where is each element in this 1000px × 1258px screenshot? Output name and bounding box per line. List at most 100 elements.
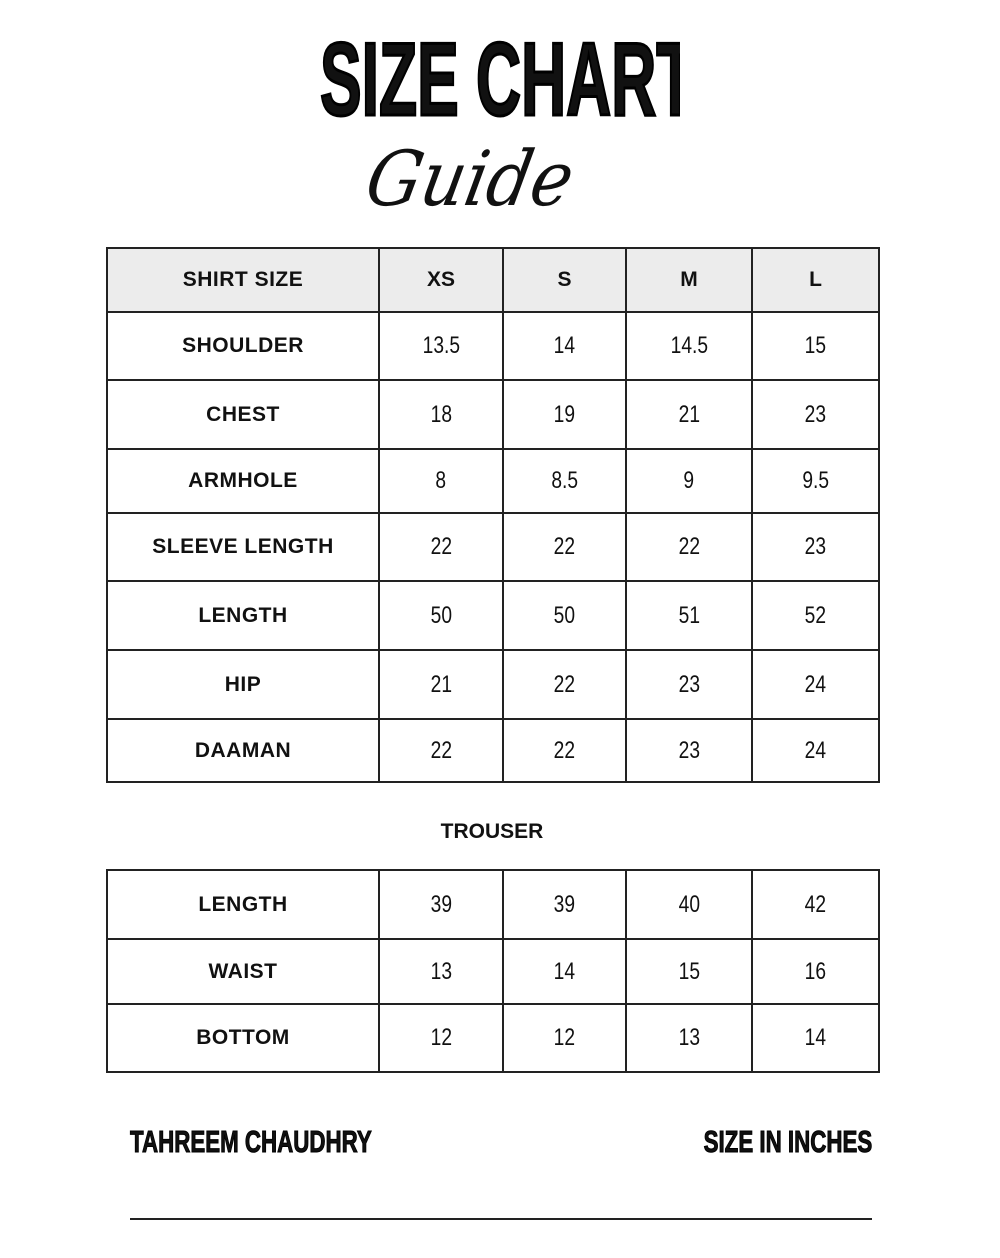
table-cell: 22 [502,718,627,783]
page-title: SIZE CHART [320,30,680,130]
table-cell: 39 [378,869,504,940]
table-cell: 23 [751,379,880,450]
table-cell: 14 [502,938,627,1005]
table-cell: 22 [625,512,753,582]
footer-divider [130,1218,872,1220]
measurement-value: 8.5 [551,467,578,494]
table-cell: 21 [378,649,504,720]
table-cell: 50 [378,580,504,651]
table-cell: 14.5 [625,311,753,381]
measurement-value: 13 [430,957,452,985]
measurement-value: 8 [435,467,447,494]
table-cell: 51 [625,580,753,651]
table-header-row: SHIRT SIZE XS S M L [106,247,880,313]
row-label: HIP [106,649,380,720]
table-cell: 24 [751,649,880,720]
measurement-value: 23 [804,533,827,560]
trouser-section-title: TROUSER [440,820,544,843]
table-cell: 9 [625,448,753,514]
table-cell: 22 [378,718,504,783]
measurement-value: 22 [430,736,452,764]
table-cell: 13 [625,1003,753,1073]
table-cell: 52 [751,580,880,651]
table-cell: 14 [751,1003,880,1073]
row-label: SLEEVE LENGTH [106,512,380,582]
table-cell: 23 [751,512,880,582]
measurement-value: 12 [553,1024,576,1051]
table-cell: 16 [751,938,880,1005]
column-header: L [751,247,880,313]
table-row: LENGTH 50 50 51 52 [106,580,880,651]
measurement-value: 14 [553,957,576,985]
table-cell: 8.5 [502,448,627,514]
measurement-value: 42 [804,890,827,918]
title-block: SIZE CHART [200,30,800,130]
table-cell: 18 [378,379,504,450]
table-row: DAAMAN 22 22 23 24 [106,718,880,783]
measurement-value: 51 [678,601,700,629]
table-row: LENGTH 39 39 40 42 [106,869,880,940]
table-cell: 22 [502,649,627,720]
table-cell: 14 [502,311,627,381]
table-cell: 15 [751,311,880,381]
measurement-value: 24 [804,670,827,698]
table-row: SHOULDER 13.5 14 14.5 15 [106,311,880,381]
measurement-value: 50 [553,601,576,629]
table-cell: 22 [502,512,627,582]
measurement-value: 50 [430,601,452,629]
table-row: HIP 21 22 23 24 [106,649,880,720]
measurement-value: 12 [430,1024,452,1051]
row-label: WAIST [106,938,380,1005]
unit-note: SIZE IN INCHES [703,1124,872,1160]
table-cell: 19 [502,379,627,450]
measurement-value: 39 [553,890,576,918]
measurement-value: 23 [678,736,700,764]
measurement-value: 52 [804,601,827,629]
measurement-value: 24 [804,736,827,764]
measurement-value: 22 [430,533,452,560]
measurement-value: 22 [553,533,576,560]
measurement-value: 22 [553,670,576,698]
row-label: DAAMAN [106,718,380,783]
measurement-value: 23 [678,670,700,698]
measurement-value: 22 [678,533,700,560]
row-label: CHEST [106,379,380,450]
table-cell: 13.5 [378,311,504,381]
table-row: BOTTOM 12 12 13 14 [106,1003,880,1073]
measurement-value: 39 [430,890,452,918]
table-cell: 23 [625,718,753,783]
table-cell: 39 [502,869,627,940]
table-cell: 50 [502,580,627,651]
table-cell: 9.5 [751,448,880,514]
measurement-value: 16 [804,957,827,985]
measurement-value: 40 [678,890,700,918]
row-label: ARMHOLE [106,448,380,514]
measurement-value: 21 [678,400,700,428]
measurement-value: 14 [804,1024,827,1051]
column-header: S [502,247,627,313]
column-header: SHIRT SIZE [106,247,380,313]
page-subtitle: Guide [359,134,582,223]
measurement-value: 15 [678,957,700,985]
measurement-value: 22 [553,736,576,764]
table-cell: 21 [625,379,753,450]
measurement-value: 18 [430,400,452,428]
measurement-value: 23 [804,400,827,428]
measurement-value: 21 [430,670,452,698]
measurement-value: 14.5 [670,332,708,359]
table-row: ARMHOLE 8 8.5 9 9.5 [106,448,880,514]
table-row: SLEEVE LENGTH 22 22 22 23 [106,512,880,582]
table-cell: 40 [625,869,753,940]
row-label: LENGTH [106,580,380,651]
measurement-value: 14 [553,332,576,359]
row-label: SHOULDER [106,311,380,381]
column-header: M [625,247,753,313]
measurement-value: 19 [553,400,576,428]
measurement-value: 15 [804,332,827,359]
table-cell: 8 [378,448,504,514]
brand-name: TAHREEM CHAUDHRY [130,1124,373,1160]
measurement-value: 13.5 [422,332,460,359]
measurement-value: 13 [678,1024,700,1051]
table-cell: 24 [751,718,880,783]
table-row: WAIST 13 14 15 16 [106,938,880,1005]
